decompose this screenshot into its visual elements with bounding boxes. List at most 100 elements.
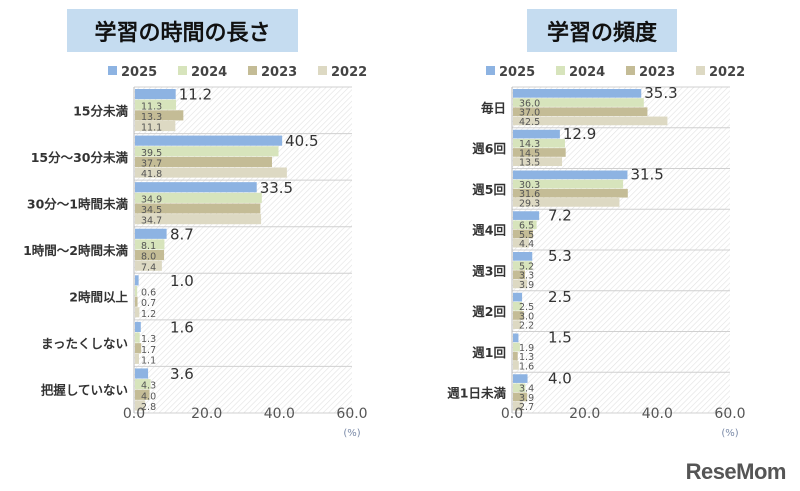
x-tick-label: 60.0 xyxy=(336,406,367,422)
legend-swatch xyxy=(248,66,257,75)
data-label-2025: 40.5 xyxy=(285,132,318,150)
data-label-2025: 3.6 xyxy=(170,365,194,383)
data-label-2023: 5.5 xyxy=(519,230,534,241)
bar-2023 xyxy=(513,188,628,198)
data-label-2025: 35.3 xyxy=(644,84,677,102)
data-label-2025: 1.6 xyxy=(170,319,194,337)
bar-2024 xyxy=(135,239,165,250)
data-label-2022: 41.8 xyxy=(141,169,162,180)
category-label: 30分〜1時間未満 xyxy=(27,196,129,211)
data-label-2025: 31.5 xyxy=(630,166,663,184)
data-label-2024: 14.3 xyxy=(519,139,540,150)
data-label-2023: 37.0 xyxy=(519,108,540,119)
data-label-2024: 6.5 xyxy=(519,221,534,232)
bar-2023 xyxy=(513,148,566,157)
x-tick-label: 20.0 xyxy=(191,406,222,422)
x-tick-label: 60.0 xyxy=(714,406,745,422)
bar-2023 xyxy=(513,392,528,402)
bar-2024 xyxy=(135,285,138,297)
legend-swatch xyxy=(556,66,565,75)
bar-2022 xyxy=(135,120,176,132)
legend-label: 2022 xyxy=(331,65,367,80)
bar-2024 xyxy=(513,301,523,311)
category-label: まったくしない xyxy=(41,336,128,351)
data-label-2022: 1.2 xyxy=(141,309,156,320)
data-label-2022: 2.8 xyxy=(141,402,156,413)
bar-2023 xyxy=(513,270,525,280)
data-label-2025: 1.0 xyxy=(170,272,194,290)
bar-2022 xyxy=(135,167,287,178)
data-label-2022: 2.2 xyxy=(519,321,534,332)
bar-2024 xyxy=(135,332,140,343)
category-label: 週6回 xyxy=(472,141,506,156)
data-label-2025: 8.7 xyxy=(170,225,194,243)
category-label: 15分〜30分未満 xyxy=(31,150,129,165)
legend-swatch xyxy=(486,66,495,75)
bar-2023 xyxy=(513,351,518,361)
resemom-logo: ReseMom xyxy=(685,459,787,484)
bar-2023 xyxy=(135,343,142,354)
data-label-2024: 36.0 xyxy=(519,98,540,109)
bar-2024 xyxy=(513,98,644,107)
bar-2025 xyxy=(135,135,283,146)
data-label-2023: 3.9 xyxy=(519,393,534,404)
bar-2023 xyxy=(513,107,648,117)
bar-2025 xyxy=(135,89,176,100)
legend-label: 2025 xyxy=(499,65,535,80)
legend-swatch xyxy=(108,66,117,75)
bar-2022 xyxy=(135,260,162,271)
data-label-2024: 8.1 xyxy=(141,241,156,252)
category-label: 週1日未満 xyxy=(447,386,506,401)
bar-2022 xyxy=(513,238,529,248)
bar-2024 xyxy=(513,138,565,148)
bar-2024 xyxy=(135,192,262,203)
data-label-2025: 11.2 xyxy=(179,86,212,104)
bar-2025 xyxy=(135,321,141,332)
data-label-2023: 1.7 xyxy=(141,345,156,356)
x-tick-label: 20.0 xyxy=(569,406,600,422)
bar-2025 xyxy=(513,211,540,220)
legend-swatch xyxy=(696,66,705,75)
bar-2025 xyxy=(513,333,519,343)
data-label-2024: 0.6 xyxy=(141,288,156,299)
legend-label: 2025 xyxy=(121,65,157,80)
data-label-2022: 13.5 xyxy=(519,158,540,169)
category-label: 毎日 xyxy=(481,100,506,115)
bar-2025 xyxy=(513,129,560,139)
bar-2023 xyxy=(513,311,524,320)
data-label-2023: 8.0 xyxy=(141,252,156,263)
data-label-2023: 1.3 xyxy=(519,352,534,363)
x-tick-label: 0.0 xyxy=(501,406,523,422)
category-label: 週1回 xyxy=(472,345,506,360)
legend-swatch xyxy=(178,66,187,75)
bar-2022 xyxy=(135,400,146,411)
bar-2024 xyxy=(135,379,151,390)
category-label: 週4回 xyxy=(472,223,506,238)
category-label: 週5回 xyxy=(472,182,506,197)
bar-2022 xyxy=(135,214,262,225)
legend-label: 2023 xyxy=(261,65,297,80)
legend-label: 2024 xyxy=(191,65,227,80)
bar-2022 xyxy=(135,307,140,318)
bar-2024 xyxy=(135,99,177,110)
data-label-2023: 14.5 xyxy=(519,148,540,159)
category-label: 週2回 xyxy=(472,304,506,319)
data-label-2022: 1.6 xyxy=(519,361,534,372)
data-label-2022: 42.5 xyxy=(519,117,540,128)
data-label-2025: 4.0 xyxy=(548,369,572,387)
category-label: 1時間〜2時間未満 xyxy=(23,243,128,258)
bar-2025 xyxy=(513,292,523,302)
bar-2024 xyxy=(135,146,279,157)
data-label-2023: 4.0 xyxy=(141,391,156,402)
data-label-2023: 31.6 xyxy=(519,189,540,200)
data-label-2023: 3.0 xyxy=(519,311,534,322)
bar-2024 xyxy=(513,342,520,352)
category-label: 2時間以上 xyxy=(69,290,128,305)
data-label-2025: 12.9 xyxy=(563,125,596,143)
category-label: 15分未満 xyxy=(73,103,128,118)
bar-2023 xyxy=(135,156,272,167)
legend-label: 2022 xyxy=(709,65,745,80)
data-label-2024: 1.9 xyxy=(519,343,534,354)
data-label-2023: 3.3 xyxy=(519,271,534,282)
unit-label: (%) xyxy=(343,428,360,439)
